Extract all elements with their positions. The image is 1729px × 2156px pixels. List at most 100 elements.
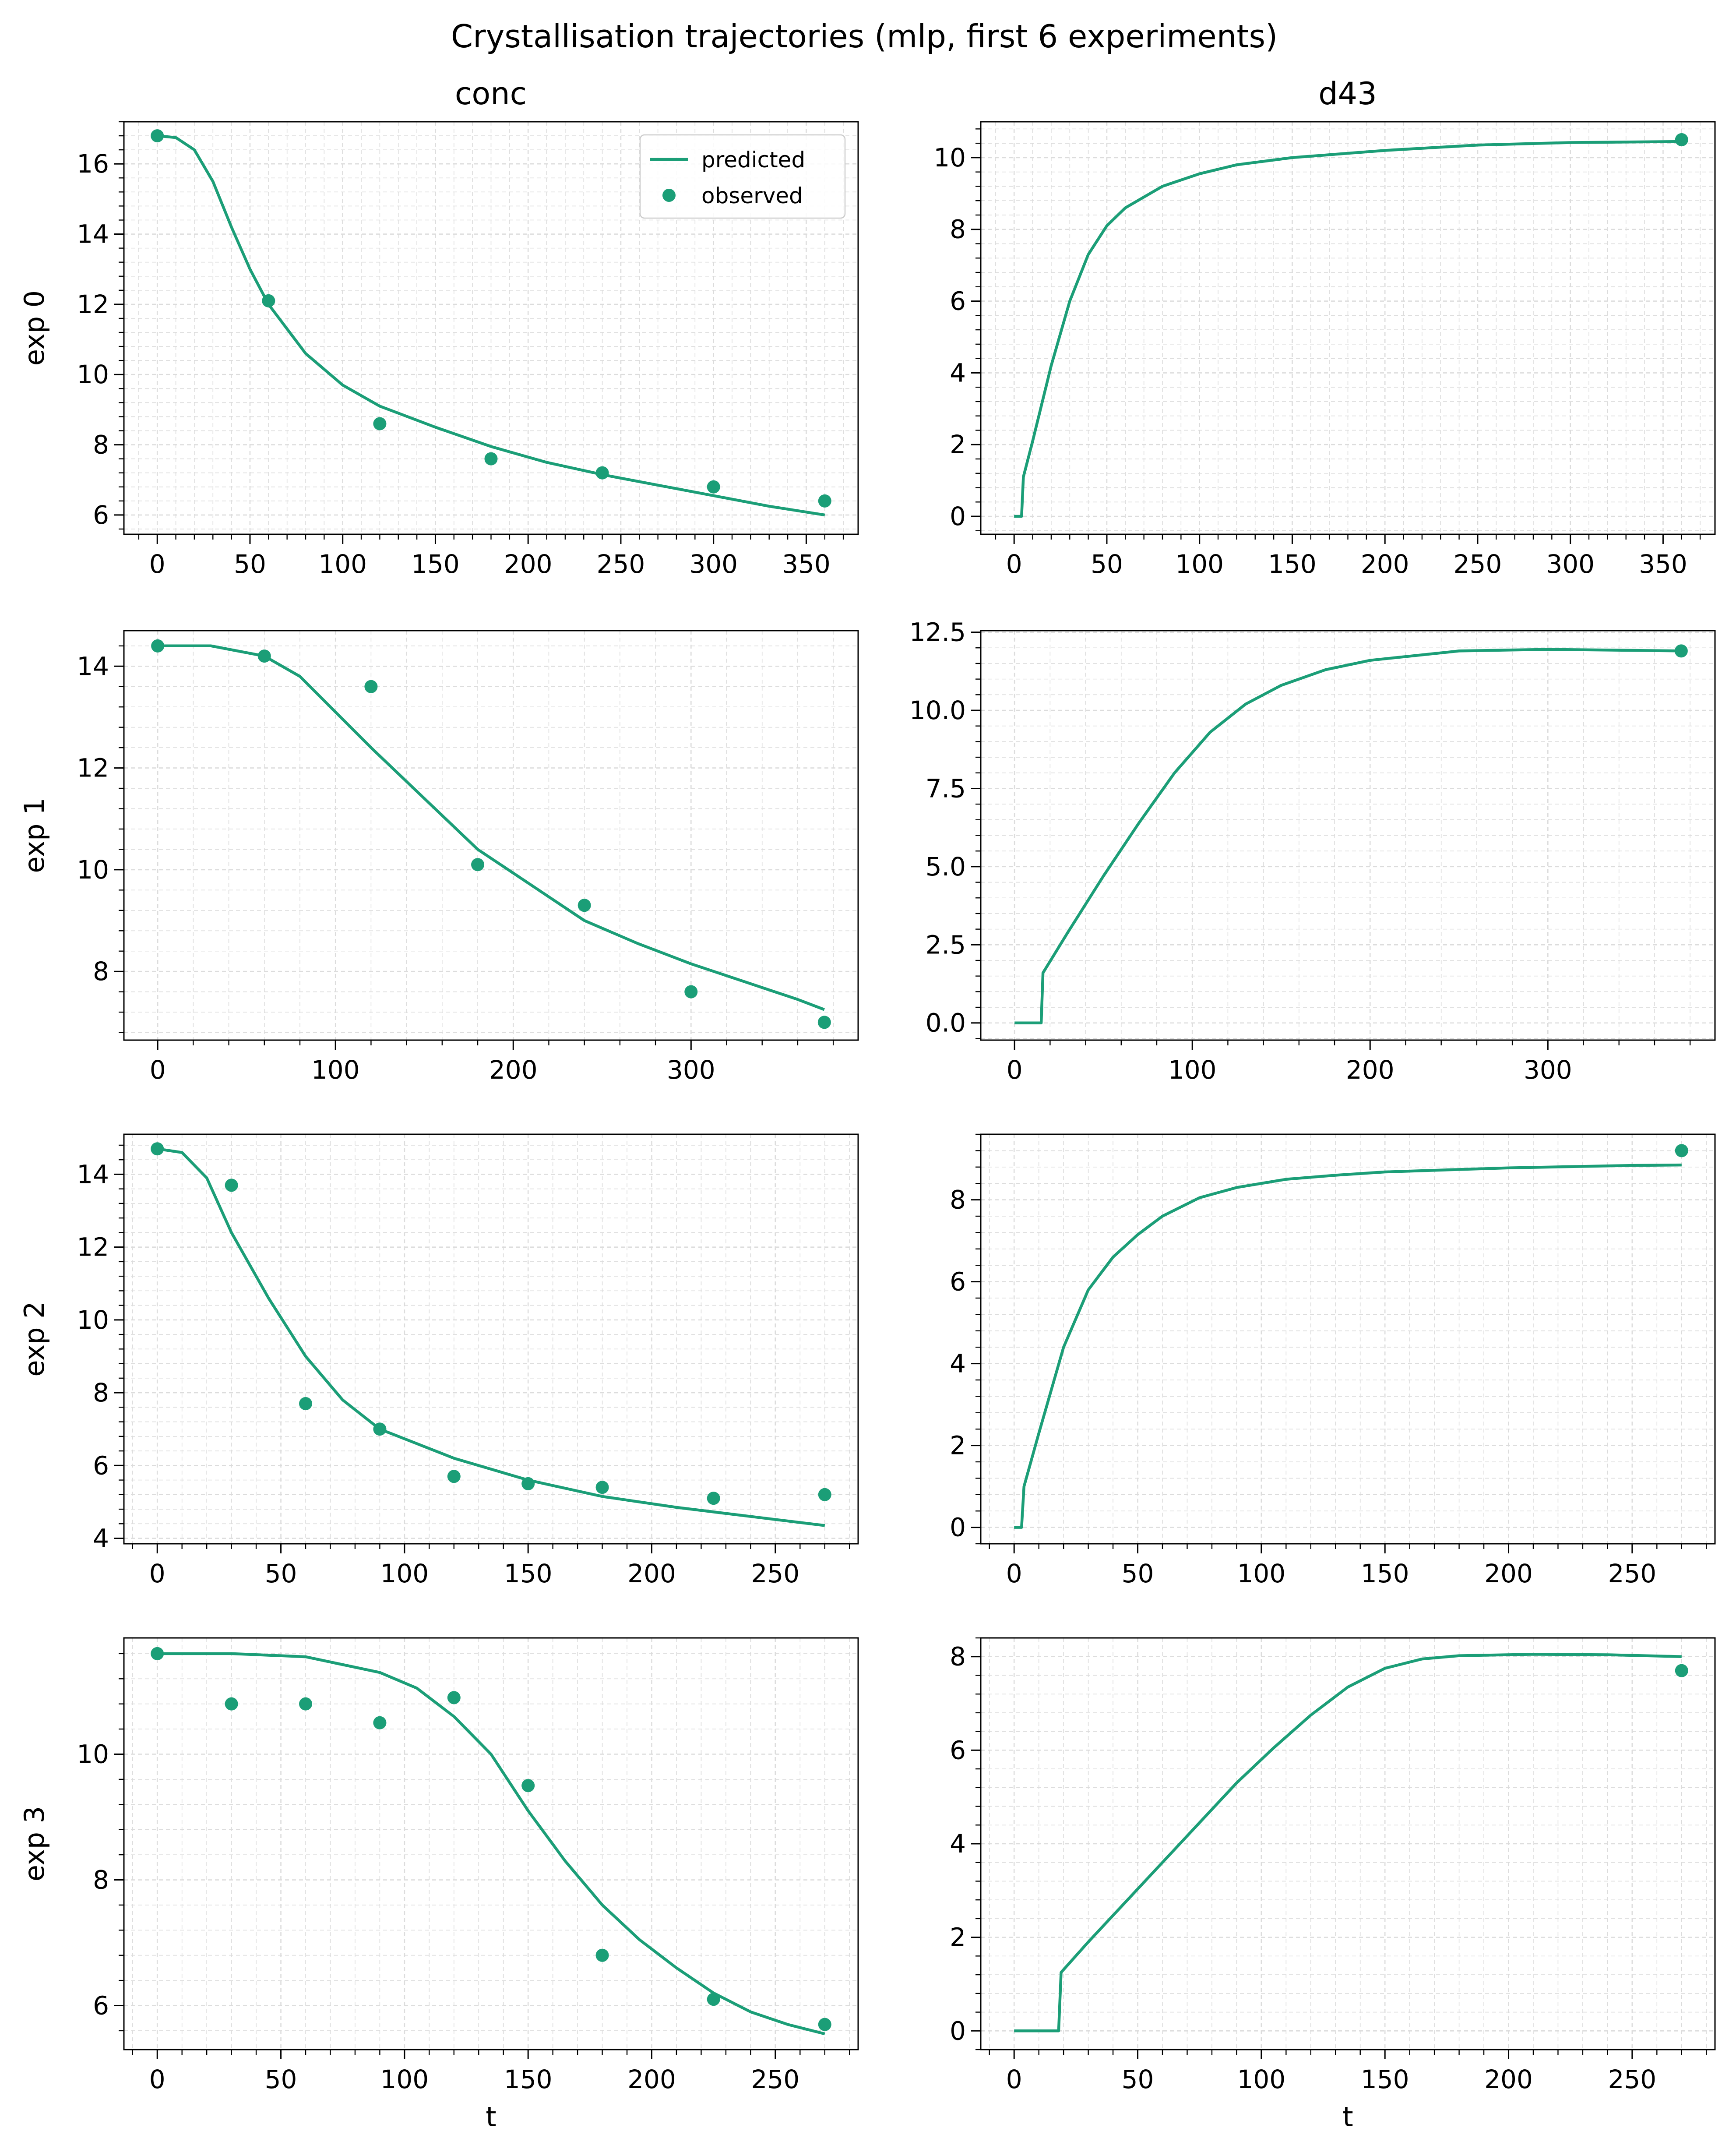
predicted-line [1014, 1653, 1682, 2032]
observed-point [707, 1993, 720, 2006]
series-group [151, 639, 831, 1029]
tick-label-x: 100 [380, 1559, 429, 1588]
axes-frame [123, 1637, 859, 2050]
observed-point [299, 1397, 313, 1411]
tick-label-y: 12 [77, 289, 109, 319]
tick-label-x: 350 [1639, 549, 1687, 579]
tick-label-x: 150 [1361, 1559, 1409, 1588]
tick-label-x: 150 [1268, 549, 1317, 579]
tick-label-y: 14 [77, 1159, 109, 1189]
series-group [1014, 133, 1688, 518]
grid [981, 631, 1715, 1040]
tick-label-y: 12 [77, 1232, 109, 1262]
observed-point [818, 494, 831, 508]
tick-label-y: 7.5 [926, 773, 966, 803]
observed-point [262, 294, 275, 307]
observed-point [578, 899, 591, 912]
x-axis-label: t [486, 2101, 496, 2133]
tick-label-x: 100 [380, 2064, 429, 2094]
tick-label-x: 200 [627, 2064, 676, 2094]
tick-label-x: 200 [1484, 2064, 1533, 2094]
tick-label-x: 300 [1524, 1055, 1572, 1085]
tick-label-x: 250 [751, 1559, 799, 1588]
tick-label-x: 100 [318, 549, 367, 579]
grid [124, 1638, 858, 2050]
predicted-line [1014, 1163, 1682, 1529]
predicted-line [158, 644, 825, 1011]
tick-label-x: 100 [1175, 549, 1224, 579]
figure-title: Crystallisation trajectories (mlp, first… [451, 18, 1278, 55]
tick-label-y: 6 [93, 500, 109, 530]
tick-label-x: 50 [234, 549, 266, 579]
tick-label-y: 14 [77, 219, 109, 249]
predicted-line [1014, 648, 1681, 1024]
tick-label-y: 0 [950, 501, 966, 531]
tick-label-y: 16 [77, 149, 109, 179]
observed-point [521, 1779, 535, 1793]
column-title-d43: d43 [1318, 76, 1377, 112]
tick-label-y: 10.0 [909, 695, 966, 725]
observed-point [707, 1492, 720, 1505]
observed-point [299, 1697, 313, 1711]
series-group [1014, 1144, 1688, 1529]
grid [124, 631, 858, 1040]
observed-point [471, 858, 485, 872]
observed-point [364, 680, 378, 693]
tick-label-x: 300 [667, 1055, 715, 1085]
panel-exp3-conc: 0 50 100 150 200 250 6 8 10 exp 3 t [18, 1637, 859, 2133]
tick-label-y: 4 [950, 1349, 966, 1379]
tick-label-x: 250 [597, 549, 645, 579]
tick-label-y: 0 [950, 2016, 966, 2046]
tick-label-x: 200 [627, 1559, 676, 1588]
panel-exp1-conc: 0 100 200 300 8 10 12 14 exp 1 [18, 630, 859, 1085]
tick-label-y: 10 [77, 360, 109, 389]
observed-point [595, 1948, 609, 1962]
legend-marker-swatch [662, 189, 676, 202]
tick-label-y: 6 [950, 1735, 966, 1765]
axes-frame [123, 1133, 859, 1545]
panel-exp3-d43: 0 50 100 150 200 250 0 2 4 6 8 t [950, 1637, 1716, 2133]
tick-label-x: 100 [1237, 2064, 1286, 2094]
observed-point [684, 985, 698, 999]
tick-label-x: 150 [411, 549, 460, 579]
tick-label-x: 150 [504, 2064, 553, 2094]
observed-point [151, 1142, 164, 1156]
tick-label-x: 50 [1122, 2064, 1154, 2094]
tick-label-y: 10 [933, 143, 966, 173]
grid [981, 1637, 1715, 2050]
tick-label-x: 200 [504, 549, 553, 579]
tick-label-x: 200 [489, 1055, 538, 1085]
series-group [1014, 644, 1688, 1024]
tick-label-y: 2 [950, 1923, 966, 1952]
observed-point [151, 1647, 164, 1660]
tick-label-y: 6 [950, 286, 966, 316]
observed-point [817, 1016, 831, 1029]
tick-label-x: 250 [1608, 2064, 1656, 2094]
series-group [151, 1647, 831, 2036]
tick-label-y: 2 [950, 1431, 966, 1461]
tick-label-x: 200 [1484, 1559, 1533, 1588]
observed-point [151, 639, 165, 653]
row-label: exp 2 [18, 1301, 50, 1376]
predicted-line [1014, 140, 1682, 518]
tick-label-y: 14 [77, 651, 109, 681]
tick-label-x: 0 [149, 1559, 166, 1588]
tick-label-x: 300 [1546, 549, 1595, 579]
tick-label-y: 2.5 [926, 930, 966, 960]
tick-label-y: 12 [77, 753, 109, 783]
predicted-line [157, 1652, 825, 2036]
predicted-line [157, 1147, 825, 1527]
panel-exp2-conc: 0 50 100 150 200 250 4 6 8 10 12 14 exp 2 [18, 1133, 859, 1588]
tick-label-y: 8 [93, 956, 109, 986]
grid [124, 121, 858, 534]
row-label: exp 3 [18, 1806, 50, 1881]
observed-point [1675, 1664, 1688, 1677]
axes-frame [123, 630, 859, 1041]
observed-point [151, 129, 164, 143]
panel-exp0-conc: 0 50 100 150 200 250 300 350 6 8 10 12 14 16 exp 0 pred… [18, 121, 859, 579]
tick-label-x: 350 [782, 549, 831, 579]
tick-label-x: 100 [311, 1055, 360, 1085]
observed-point [447, 1691, 461, 1704]
tick-label-x: 250 [1608, 1559, 1656, 1588]
